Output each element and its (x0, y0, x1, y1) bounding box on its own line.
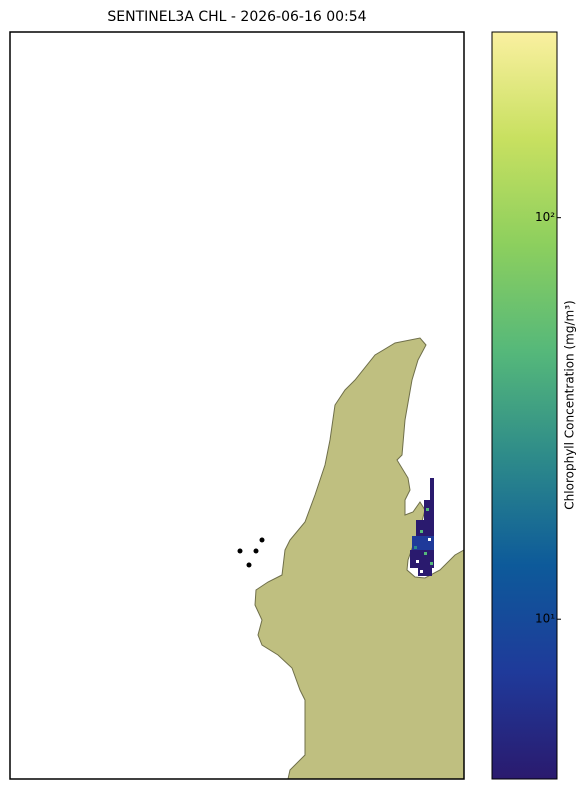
pixel-patch (410, 478, 434, 576)
colorbar-tick-label: 10² (535, 210, 555, 224)
colorbar-tick-label: 10¹ (535, 612, 555, 626)
land (254, 337, 465, 780)
colorbar-label: Chlorophyll Concentration (mg/m³) (563, 300, 577, 509)
colorbar (491, 31, 558, 780)
points (237, 537, 265, 568)
chart-title: SENTINEL3A CHL - 2026-06-16 00:54 (107, 9, 366, 25)
map-frame (9, 31, 465, 780)
